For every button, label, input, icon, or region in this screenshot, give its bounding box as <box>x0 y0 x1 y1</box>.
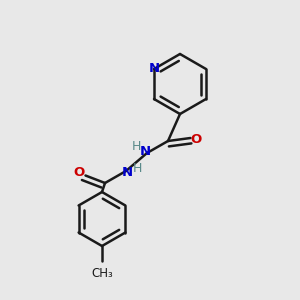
Text: O: O <box>190 133 202 146</box>
Text: N: N <box>122 166 133 179</box>
Text: N: N <box>140 145 151 158</box>
Text: CH₃: CH₃ <box>91 267 113 280</box>
Text: N: N <box>148 62 160 76</box>
Text: O: O <box>73 166 85 179</box>
Text: H: H <box>133 162 142 175</box>
Text: H: H <box>132 140 141 153</box>
